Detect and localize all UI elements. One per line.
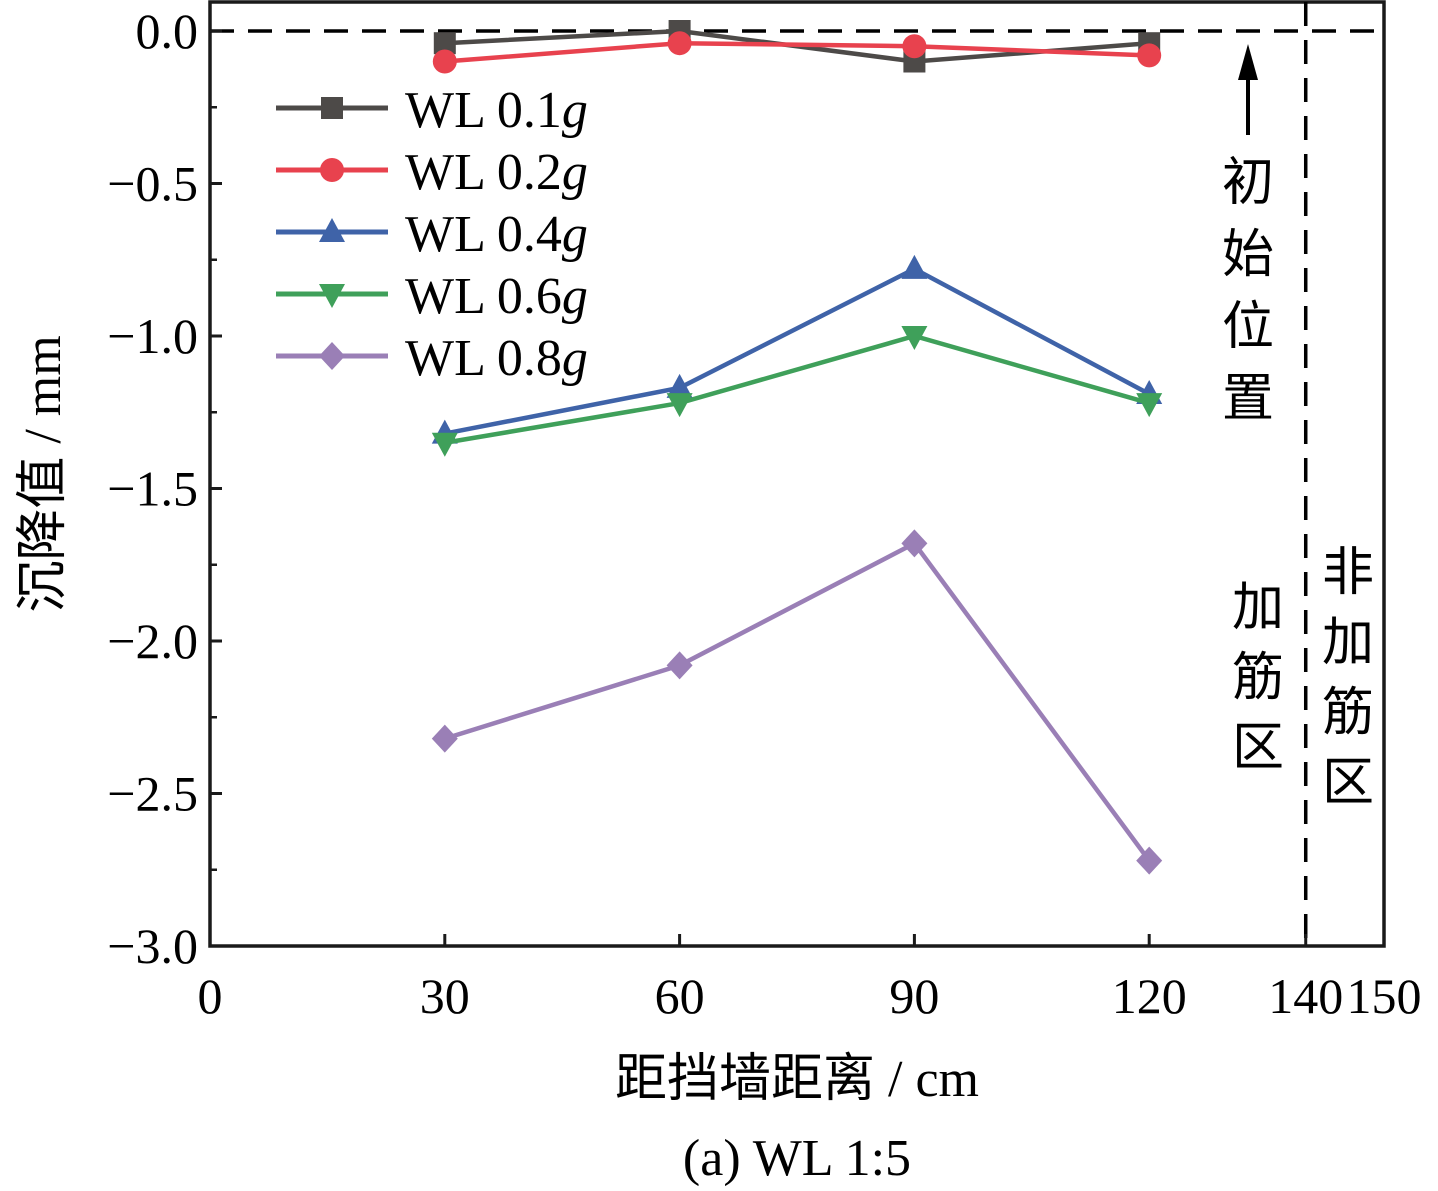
y-tick-label: −1.5 (107, 461, 198, 517)
initial-position-label: 初始位置 (1222, 155, 1274, 428)
legend-marker (319, 218, 345, 242)
y-tick-label: −2.5 (107, 766, 198, 822)
legend-label: WL 0.6g (405, 268, 588, 325)
y-tick-label: 0.0 (136, 3, 199, 59)
y-tick-label: −2.0 (107, 613, 198, 669)
series-WL-0_2g (432, 31, 1162, 74)
data-point (902, 34, 927, 59)
legend-entry: WL 0.4g (276, 206, 588, 263)
series-WL-0_8g (431, 529, 1163, 875)
data-point (1137, 43, 1162, 68)
x-axis: 0 30 60 90 120 140 150 (198, 934, 1422, 1024)
data-point (667, 31, 692, 56)
legend-entry: WL 0.8g (276, 330, 588, 387)
x-tick-label: 150 (1347, 968, 1422, 1024)
x-axis-title: 距挡墙距离 / cm (615, 1051, 979, 1108)
x-tick-label: 90 (889, 968, 939, 1024)
legend-label: WL 0.2g (405, 144, 588, 201)
y-tick-label: −0.5 (107, 156, 198, 212)
data-point (666, 651, 693, 680)
series-line (444, 540, 1152, 862)
data-point (901, 326, 928, 350)
x-tick-label: 30 (420, 968, 470, 1024)
data-point (901, 529, 928, 558)
y-axis-title: 沉降值 / mm (15, 335, 72, 612)
legend-label: WL 0.8g (405, 330, 588, 387)
data-point (666, 393, 693, 418)
data-point (431, 724, 458, 753)
legend-entry: WL 0.1g (276, 82, 588, 139)
x-tick-label: 60 (655, 968, 705, 1024)
plot-frame (208, 0, 1386, 948)
unreinforced-zone-label: 非加筋区 (1322, 545, 1374, 812)
data-point (901, 254, 928, 279)
series-WL-0_6g (431, 326, 1163, 457)
reinforced-zone-label: 加筋区 (1232, 580, 1284, 777)
y-tick-label: −3.0 (107, 918, 198, 974)
series-line (444, 40, 1150, 64)
legend-marker (320, 158, 344, 182)
legend-marker (319, 284, 345, 308)
x-tick-label: 0 (198, 968, 223, 1024)
reference-lines (210, 2, 1384, 946)
legend-marker (319, 342, 345, 370)
data-point (432, 49, 457, 74)
chart-caption: (a) WL 1:5 (683, 1130, 911, 1187)
y-tick-label: −1.0 (107, 308, 198, 364)
x-tick-label: 140 (1268, 968, 1343, 1024)
data-point (431, 432, 458, 457)
legend-label: WL 0.1g (405, 82, 588, 139)
initial-position-arrow-head (1238, 44, 1258, 80)
data-point (1136, 393, 1163, 418)
data-point (1136, 846, 1163, 875)
legend-label: WL 0.4g (405, 206, 588, 263)
annotations: 初始位置 加筋区 非加筋区 (1222, 44, 1374, 812)
x-tick-label: 120 (1112, 968, 1187, 1024)
series-line (444, 266, 1151, 436)
legend-entry: WL 0.2g (276, 144, 588, 201)
y-axis: 0.0 −0.5 −1.0 −1.5 −2.0 −2.5 −3.0 (107, 3, 222, 974)
legend-entry: WL 0.6g (276, 268, 588, 325)
legend-marker (321, 97, 343, 119)
series-layer (431, 20, 1163, 875)
data-point (433, 32, 456, 55)
series-line (444, 333, 1150, 445)
data-point (666, 373, 693, 398)
